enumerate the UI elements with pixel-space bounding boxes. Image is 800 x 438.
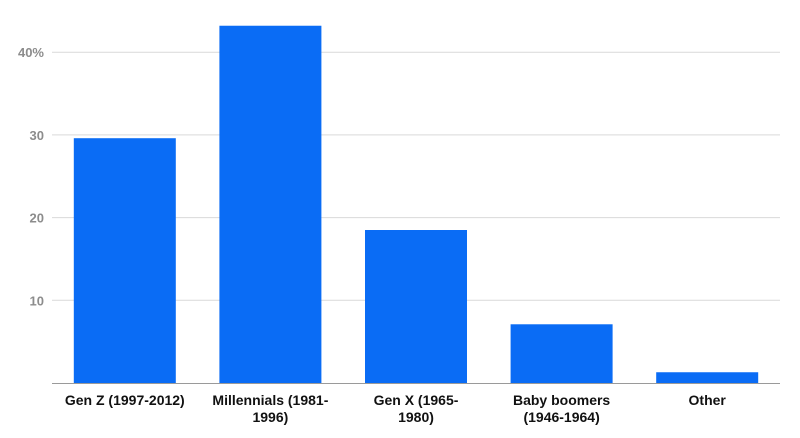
y-tick-labels: 10 20 30 40% [18,45,44,308]
x-tick-label: Baby boomers (1946-1964) [513,392,610,425]
x-tick-label: Gen X (1965-1980) [374,392,459,425]
y-tick-label: 10 [30,293,44,308]
bars [73,25,759,384]
bar [73,138,176,383]
y-tick-label: 40% [18,45,44,60]
x-tick-label: Other [689,392,727,408]
y-tick-label: 30 [30,128,44,143]
x-tick-labels: Gen Z (1997-2012) Millennials (1981-1996)… [65,392,727,425]
bar [510,324,613,383]
bar [656,372,759,383]
x-tick-label: Millennials (1981-1996) [212,392,328,425]
bar [219,25,322,384]
x-tick-label: Gen Z (1997-2012) [65,392,185,408]
bar [365,230,467,383]
y-tick-label: 20 [30,211,44,226]
